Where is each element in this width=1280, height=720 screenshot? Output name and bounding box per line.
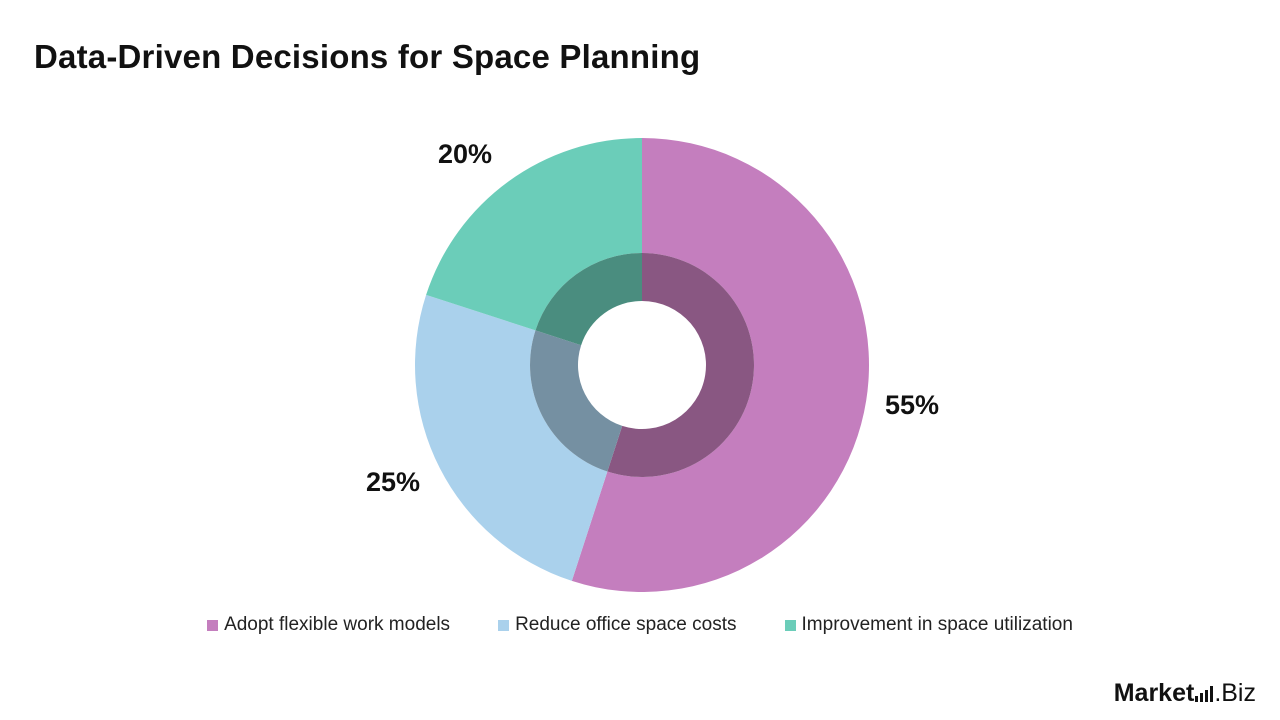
logo-text-biz: .Biz xyxy=(1214,679,1256,707)
marketbiz-logo: Market .Biz xyxy=(1114,679,1256,708)
slice-label-3: 20% xyxy=(438,139,492,169)
legend-item-flexible-work: Adopt flexible work models xyxy=(207,614,450,636)
pie-slice-3 xyxy=(426,138,642,331)
slice-label-2: 25% xyxy=(366,467,420,497)
legend-swatch xyxy=(498,619,510,631)
legend-swatch xyxy=(784,619,796,631)
pie-slice-2 xyxy=(415,294,608,581)
legend-item-reduce-costs: Reduce office space costs xyxy=(498,614,737,636)
chart-title: Data-Driven Decisions for Space Planning xyxy=(34,38,701,75)
legend-item-space-utilization: Improvement in space utilization xyxy=(784,614,1073,636)
logo-text-market: Market xyxy=(1113,679,1195,707)
logo-bars-icon xyxy=(1195,686,1214,702)
legend-label: Adopt flexible work models xyxy=(224,614,451,635)
slice-label-1: 55% xyxy=(885,390,939,420)
pie-slice-inner-2 xyxy=(530,330,623,472)
legend-label: Reduce office space costs xyxy=(515,614,737,635)
pie-slice-inner-3 xyxy=(535,253,642,346)
pie-slice-1 xyxy=(571,138,869,592)
legend: Adopt flexible work models Reduce office… xyxy=(0,614,1280,636)
pie-slice-inner-1 xyxy=(607,253,754,478)
legend-label: Improvement in space utilization xyxy=(801,614,1073,635)
legend-swatch xyxy=(207,619,219,631)
